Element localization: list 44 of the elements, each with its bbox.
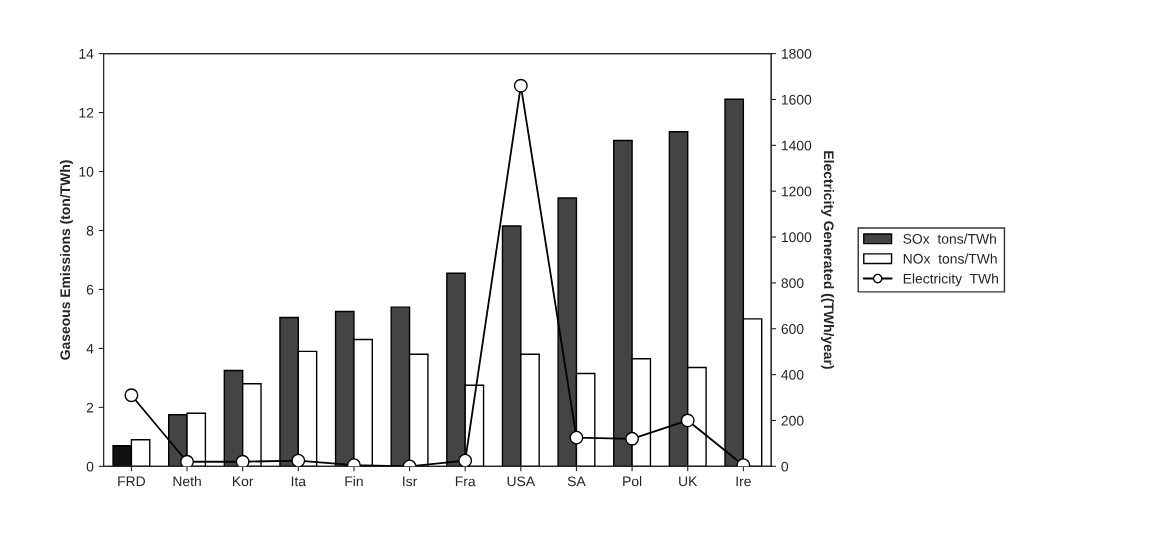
- legend-label: SOx tons/TWh: [903, 233, 996, 244]
- point: [235, 454, 250, 467]
- x-tick-label: FRD: [118, 476, 146, 487]
- point: [569, 430, 584, 445]
- y-tick-label: 8: [86, 225, 94, 236]
- x-tick-label: Ita: [291, 476, 307, 487]
- y-tick-label: 12: [79, 107, 94, 118]
- x-tick-label: Fra: [455, 476, 476, 487]
- legend-label: NOx tons/TWh: [903, 253, 997, 264]
- y2-tick-label: 1000: [781, 232, 812, 243]
- point: [513, 78, 528, 93]
- point: [625, 431, 640, 446]
- y2-tick-label: 200: [781, 415, 804, 426]
- legend-label: Electricity TWh: [903, 273, 998, 287]
- x-tick-label: Fin: [345, 476, 363, 487]
- y-tick-label: 2: [86, 402, 94, 413]
- y-tick-label: 10: [79, 166, 94, 177]
- y2-axis-title: Electricity Generated ((TWh/year): [821, 151, 835, 369]
- x-tick-label: Pol: [623, 476, 642, 487]
- y2-tick-label: 400: [781, 369, 804, 380]
- x-tick-label: Kor: [233, 476, 254, 487]
- point: [458, 453, 473, 467]
- x-tick-label: Neth: [173, 476, 201, 487]
- y-tick-label: 14: [79, 49, 94, 59]
- x-tick-label: Isr: [403, 476, 418, 487]
- y2-tick-label: 1400: [781, 140, 812, 151]
- x-tick-label: UK: [679, 476, 698, 487]
- y-tick-label: 4: [86, 343, 94, 354]
- y-tick-label: 6: [86, 284, 94, 295]
- point: [124, 388, 139, 403]
- x-tick-label: Ire: [736, 476, 751, 487]
- y2-tick-label: 800: [781, 278, 804, 289]
- y2-tick-label: 1800: [781, 48, 812, 59]
- y-tick-label: 0: [86, 461, 94, 472]
- point: [680, 413, 695, 428]
- x-tick-label: SA: [567, 476, 586, 487]
- y-axis-title: Gaseous Emissions (ton/TWh): [59, 160, 73, 360]
- point: [180, 454, 194, 467]
- y2-tick-label: 1600: [781, 94, 812, 105]
- y2-tick-label: 1200: [781, 186, 812, 197]
- point: [291, 453, 306, 467]
- y2-tick-label: 0: [781, 461, 789, 472]
- x-tick-label: USA: [507, 476, 536, 487]
- y2-tick-label: 600: [781, 324, 804, 334]
